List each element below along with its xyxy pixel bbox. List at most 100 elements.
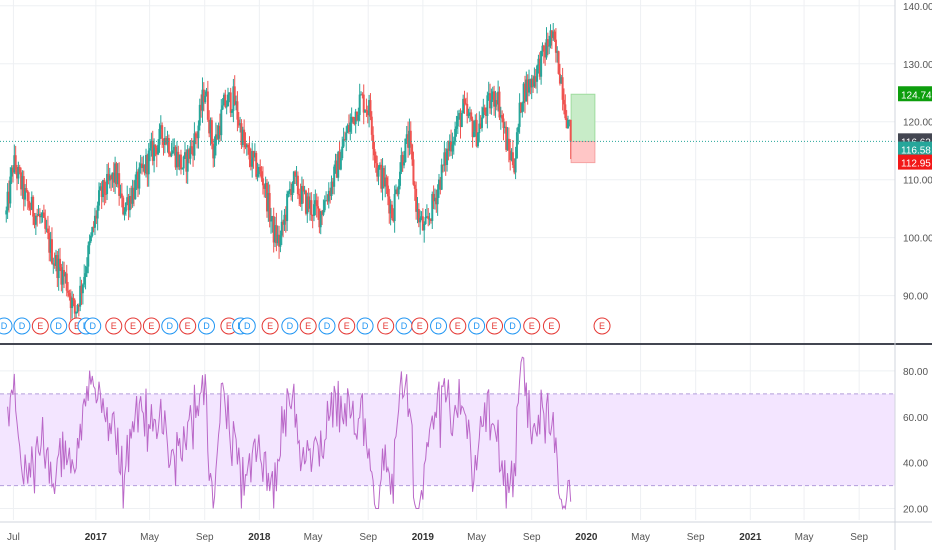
candle-body xyxy=(415,188,418,212)
candle-body xyxy=(99,186,102,191)
price-tick-label: 100.00 xyxy=(903,234,932,245)
candle-body xyxy=(259,167,262,172)
price-badge: 124.74 xyxy=(898,86,932,102)
candle-body xyxy=(10,167,13,177)
earnings-marker[interactable]: E xyxy=(593,317,611,335)
candle-body xyxy=(92,227,95,229)
earnings-marker[interactable]: E xyxy=(377,317,395,335)
event-circle xyxy=(13,317,31,335)
dividend-marker[interactable]: D xyxy=(161,317,179,335)
earnings-marker[interactable]: E xyxy=(486,317,504,335)
candle-body xyxy=(467,114,470,116)
time-tick-label: May xyxy=(631,532,650,543)
candle-body xyxy=(253,152,256,158)
candle-body xyxy=(471,119,474,138)
time-tick-label: 2019 xyxy=(412,532,435,543)
candle-body xyxy=(257,167,260,175)
earnings-marker[interactable]: E xyxy=(299,317,317,335)
dividend-marker[interactable]: D xyxy=(356,317,374,335)
candle-body xyxy=(209,120,212,134)
candle-body xyxy=(494,100,497,107)
event-letter: E xyxy=(417,321,423,331)
candle-body xyxy=(384,177,387,187)
candle-body xyxy=(362,94,365,113)
dividend-marker[interactable]: D xyxy=(0,317,13,335)
earnings-marker[interactable]: E xyxy=(449,317,467,335)
candle-body xyxy=(317,206,320,209)
dividend-marker[interactable]: D xyxy=(430,317,448,335)
dividend-marker[interactable]: D xyxy=(50,317,68,335)
stop-loss-zone[interactable] xyxy=(570,141,596,164)
candle-body xyxy=(170,153,173,156)
candle-body xyxy=(506,138,509,150)
candle-body xyxy=(16,169,19,179)
candle-body xyxy=(546,39,549,47)
event-letter: D xyxy=(1,321,8,331)
candle-body xyxy=(216,134,219,139)
badge-label: 116.58 xyxy=(901,146,931,157)
earnings-marker[interactable]: E xyxy=(411,317,429,335)
dividend-marker[interactable]: D xyxy=(13,317,31,335)
candle-body xyxy=(513,165,516,173)
event-circle xyxy=(261,317,279,335)
earnings-marker[interactable]: E xyxy=(142,317,160,335)
dividend-marker[interactable]: D xyxy=(281,317,299,335)
earnings-marker[interactable]: E xyxy=(542,317,560,335)
earnings-marker[interactable]: E xyxy=(338,317,356,335)
time-tick-label: Sep xyxy=(359,532,377,543)
candle-body xyxy=(485,111,488,117)
dividend-marker[interactable]: D xyxy=(318,317,336,335)
candle-body xyxy=(489,93,492,109)
earnings-marker[interactable]: E xyxy=(124,317,142,335)
candle-body xyxy=(241,129,244,146)
candle-body xyxy=(88,241,91,246)
candle-body xyxy=(346,125,349,133)
candle-body xyxy=(374,155,377,164)
earnings-marker[interactable]: E xyxy=(179,317,197,335)
dividend-marker[interactable]: D xyxy=(238,317,256,335)
candle-body xyxy=(245,144,248,148)
candle-body xyxy=(75,311,78,314)
candle-body xyxy=(509,150,512,161)
event-letter: D xyxy=(89,321,96,331)
candle-body xyxy=(271,216,274,221)
dividend-marker[interactable]: D xyxy=(395,317,413,335)
candle-body xyxy=(190,146,193,148)
candle-body xyxy=(64,273,67,277)
price-badge: 116.58 xyxy=(898,141,932,157)
candle-body xyxy=(521,103,524,113)
candle-body xyxy=(393,193,396,222)
dividend-marker[interactable]: D xyxy=(198,317,216,335)
candle-body xyxy=(186,149,189,172)
candle-body xyxy=(50,239,53,264)
dividend-marker[interactable]: D xyxy=(84,317,102,335)
candle-body xyxy=(377,167,380,177)
earnings-marker[interactable]: E xyxy=(523,317,541,335)
event-letter: E xyxy=(383,321,389,331)
candle-body xyxy=(429,218,432,221)
candle-body xyxy=(159,125,162,129)
event-markers[interactable]: DDEDEDDEEEDEDEDDEDEDEDEDEDEDEDEEE xyxy=(0,317,611,335)
candle-body xyxy=(499,115,502,118)
candle-body xyxy=(261,178,264,186)
event-circle xyxy=(281,317,299,335)
earnings-marker[interactable]: E xyxy=(105,317,123,335)
candle-body xyxy=(275,225,278,244)
dividend-marker[interactable]: D xyxy=(503,317,521,335)
candle-body xyxy=(178,154,181,167)
candle-body xyxy=(354,111,357,125)
time-tick-label: 2018 xyxy=(248,532,271,543)
candle-body xyxy=(378,164,381,168)
dividend-marker[interactable]: D xyxy=(468,317,486,335)
candle-body xyxy=(111,172,114,180)
time-tick-label: 2017 xyxy=(85,532,108,543)
profit-target-zone[interactable] xyxy=(570,93,596,143)
earnings-marker[interactable]: E xyxy=(261,317,279,335)
candle-body xyxy=(135,171,138,180)
time-tick-label: Sep xyxy=(850,532,868,543)
earnings-marker[interactable]: E xyxy=(31,317,49,335)
position-zones[interactable] xyxy=(570,93,596,164)
event-circle xyxy=(179,317,197,335)
